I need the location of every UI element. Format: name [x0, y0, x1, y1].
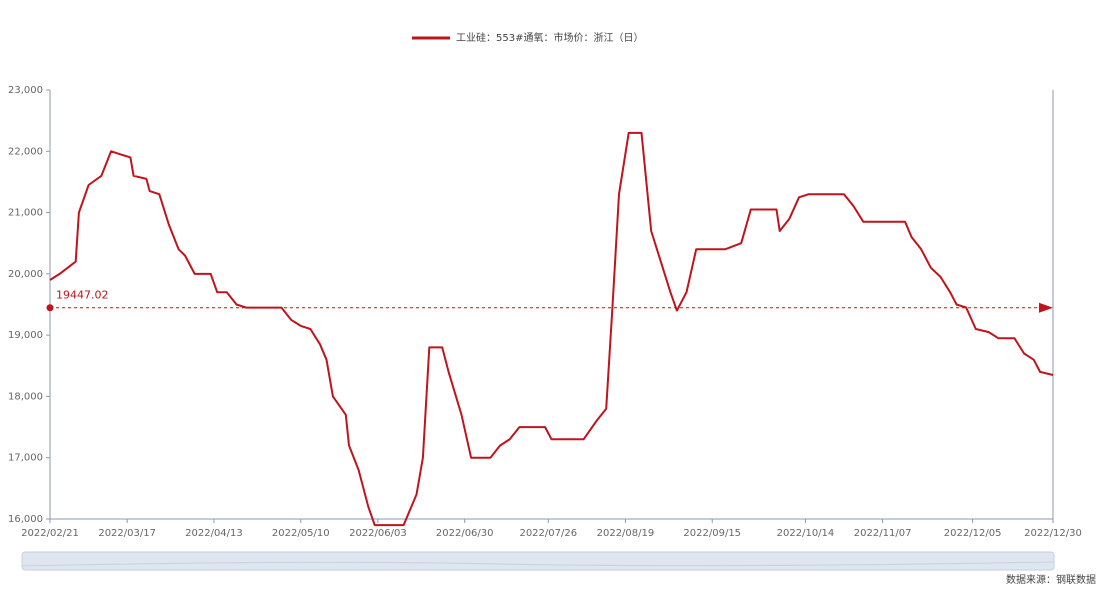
zoom-preview	[21, 561, 1055, 567]
y-tick-label: 23,000	[8, 85, 43, 96]
average-label: 19447.02	[56, 289, 109, 302]
y-tick-label: 16,000	[8, 514, 43, 525]
series-line	[49, 131, 1054, 527]
x-tick-label: 2022/09/15	[683, 528, 741, 539]
average-arrow	[1039, 302, 1053, 313]
x-tick-label: 2022/11/07	[854, 528, 912, 539]
y-tick-label: 22,000	[8, 146, 43, 157]
x-tick-label: 2022/02/21	[21, 528, 79, 539]
x-tick-label: 2022/07/26	[519, 528, 577, 539]
y-tick-label: 20,000	[8, 269, 43, 280]
zoom-slider[interactable]	[21, 551, 1055, 571]
y-tick-label: 18,000	[8, 391, 43, 402]
average-dot	[46, 304, 54, 312]
x-tick-label: 2022/04/13	[185, 528, 243, 539]
x-tick-label: 2022/10/14	[777, 528, 835, 539]
x-tick-label: 2022/12/05	[944, 528, 1002, 539]
y-tick-label: 19,000	[8, 330, 43, 341]
x-tick-label: 2022/12/30	[1024, 528, 1082, 539]
x-tick-label: 2022/08/19	[597, 528, 655, 539]
x-tick-label: 2022/06/03	[349, 528, 407, 539]
legend-label: 工业硅：553#通氧：市场价：浙江（日）	[456, 31, 643, 44]
y-tick-label: 21,000	[8, 208, 43, 219]
y-tick-label: 17,000	[8, 453, 43, 464]
data-zoom[interactable]	[21, 551, 1055, 571]
x-tick-label: 2022/05/10	[272, 528, 330, 539]
source-note: 数据来源：钢联数据	[1006, 573, 1096, 586]
x-tick-label: 2022/03/17	[98, 528, 156, 539]
x-tick-label: 2022/06/30	[436, 528, 494, 539]
